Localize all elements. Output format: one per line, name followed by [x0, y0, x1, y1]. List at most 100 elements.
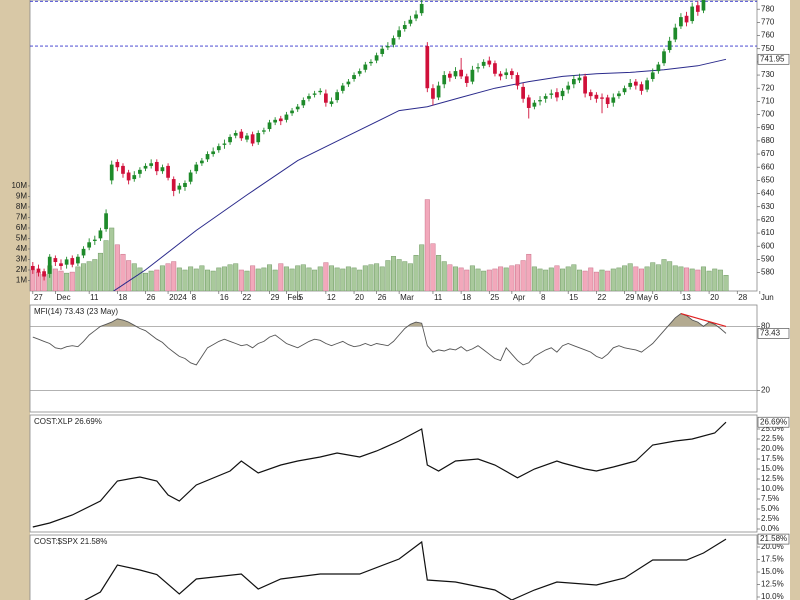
volume-bar: [379, 266, 385, 291]
volume-bar: [650, 262, 656, 291]
candle-body: [526, 97, 531, 108]
x-tick-label: 16: [220, 293, 229, 302]
y-tick-label: 15.0%: [761, 464, 784, 473]
y-tick-label: 12.5%: [761, 580, 784, 589]
candle-body: [605, 97, 610, 105]
candle-body: [588, 92, 593, 97]
volume-tick-label: 1M: [16, 276, 27, 285]
volume-bar: [678, 266, 684, 291]
candle-body: [571, 79, 576, 85]
candle-body: [476, 67, 480, 69]
x-tick-label: 26: [378, 293, 387, 302]
volume-bar: [233, 263, 239, 291]
volume-bar: [436, 255, 442, 291]
last-value-box: [757, 53, 790, 65]
moving-average: [112, 58, 727, 291]
y-tick-label: 650: [761, 176, 775, 185]
volume-bar: [154, 269, 160, 291]
volume-tick-label: 4M: [16, 244, 27, 253]
candle-body: [53, 258, 58, 263]
last-value-label: 73.43: [760, 329, 781, 338]
candle-body: [256, 132, 261, 143]
x-tick-label: 29: [626, 293, 635, 302]
candle-body: [200, 160, 204, 164]
volume-bar: [543, 269, 549, 291]
y-tick-label: 600: [761, 241, 775, 250]
candle-body: [431, 88, 435, 99]
candle-body: [673, 27, 678, 40]
y-tick-label: 760: [761, 31, 775, 40]
volume-bar: [458, 267, 464, 291]
candle-body: [352, 75, 356, 80]
volume-bar: [52, 268, 58, 291]
candle-body: [222, 143, 227, 145]
volume-bar: [143, 272, 149, 291]
volume-bar: [689, 268, 695, 291]
candle-body: [543, 96, 548, 99]
x-tick-label: Apr: [513, 293, 526, 302]
x-tick-label: 5: [299, 293, 304, 302]
candle-body: [312, 93, 317, 95]
x-tick-label: Feb: [287, 293, 301, 302]
volume-bar: [205, 269, 211, 291]
x-tick-label: 15: [569, 293, 578, 302]
volume-bar: [374, 263, 380, 291]
panel-title: MFI(14) 73.43 (23 May): [34, 307, 118, 316]
candle-body: [138, 169, 142, 174]
candle-body: [402, 25, 407, 29]
candle-body: [250, 134, 255, 144]
candle-body: [233, 132, 238, 136]
volume-bar: [593, 271, 599, 291]
candle-body: [594, 94, 599, 99]
y-tick-label: 690: [761, 123, 775, 132]
volume-bar: [700, 266, 706, 291]
volume-bar: [199, 265, 205, 291]
volume-tick-label: 8M: [16, 202, 27, 211]
x-tick-label: 18: [462, 293, 471, 302]
y-tick-label: 25.0%: [761, 424, 784, 433]
volume-bar: [407, 263, 413, 291]
candle-body: [667, 40, 672, 51]
candle-body: [166, 165, 170, 178]
candle-body: [59, 263, 63, 266]
candle-body: [278, 118, 283, 122]
candle-body: [245, 135, 249, 140]
volume-bar: [565, 266, 571, 291]
candle-body: [357, 71, 362, 74]
volume-bar: [317, 266, 323, 291]
volume-bar: [329, 265, 335, 291]
volume-bar: [627, 263, 633, 291]
candle-body: [340, 85, 345, 91]
volume-bar: [238, 269, 244, 291]
volume-bar: [712, 268, 718, 291]
candle-body: [239, 131, 244, 139]
x-tick-label: Mar: [400, 293, 414, 302]
candle-body: [650, 72, 655, 80]
volume-bar: [723, 274, 729, 291]
x-tick-label: 12: [327, 293, 336, 302]
candle-body: [622, 88, 627, 93]
volume-bar: [103, 240, 109, 291]
volume-bar: [610, 268, 616, 291]
y-tick-label: 20.0%: [761, 542, 784, 551]
volume-bar: [323, 262, 329, 291]
candle-body: [30, 265, 35, 270]
y-tick-label: 710: [761, 96, 775, 105]
volume-bar: [306, 267, 312, 291]
y-tick-label: 720: [761, 83, 775, 92]
candle-body: [121, 165, 125, 174]
x-tick-label: Dec: [56, 293, 70, 302]
volume-bar: [514, 264, 520, 291]
candle-body: [391, 38, 396, 45]
volume-bar: [576, 269, 582, 291]
candle-body: [369, 61, 373, 64]
candle-body: [504, 72, 509, 76]
candle-body: [205, 154, 210, 160]
volume-bar: [684, 267, 690, 291]
candle-body: [487, 60, 492, 65]
candle-body: [126, 172, 131, 181]
volume-bar: [644, 266, 650, 291]
line: [32, 421, 727, 528]
volume-bar: [695, 269, 701, 291]
x-tick-label: 8: [541, 293, 546, 302]
